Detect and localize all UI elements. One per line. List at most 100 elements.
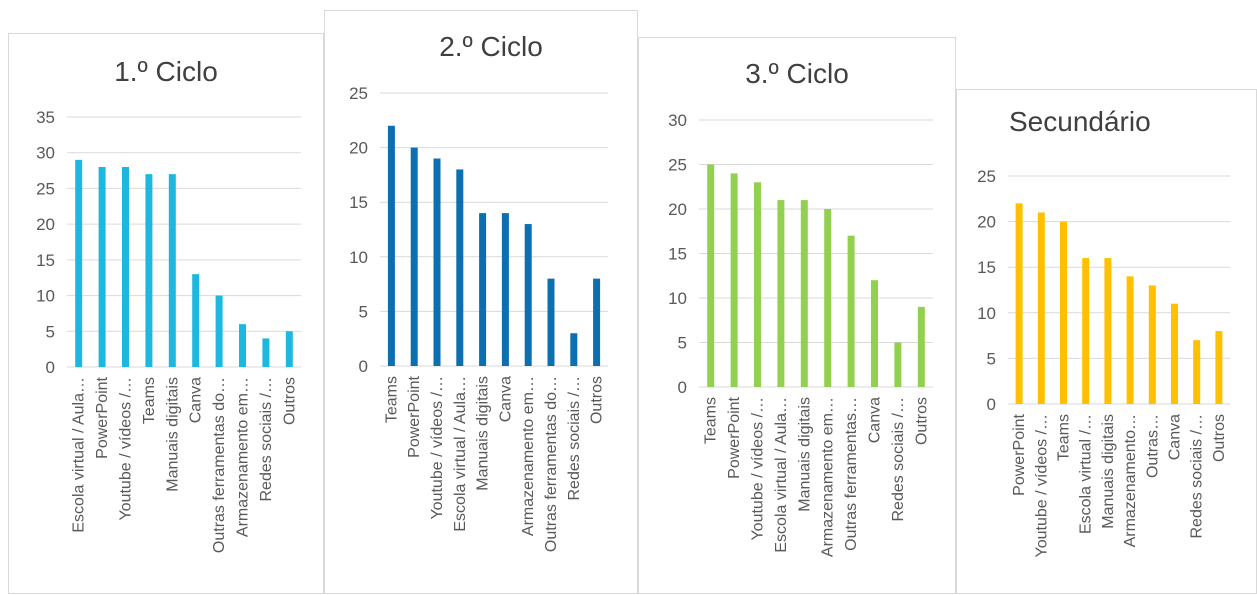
- bar: [1015, 203, 1023, 404]
- category-label: Redes sociais /…: [890, 397, 907, 522]
- category-label: Escola virtual / Aula…: [452, 376, 469, 532]
- y-tick-label: 5: [678, 334, 687, 353]
- chart-panel-3-ciclo: 3.º Ciclo 0 5 10 15 20 25 30 Teams PowerPoint You…: [638, 37, 956, 594]
- y-tick-label: 30: [668, 111, 687, 130]
- category-label: Outros: [281, 377, 298, 425]
- bar: [917, 306, 925, 387]
- y-tick-label: 35: [36, 108, 55, 127]
- category-label: Teams: [141, 377, 158, 424]
- y-tick-label: 20: [36, 215, 55, 234]
- bar: [570, 333, 578, 366]
- category-label: Manuais digitais: [475, 376, 492, 491]
- y-tick-label: 20: [668, 200, 687, 219]
- category-label: Youtube / vídeos /…: [118, 377, 135, 521]
- bar: [547, 278, 555, 366]
- bar: [1126, 276, 1134, 404]
- y-tick-label: 10: [36, 287, 55, 306]
- chart-title: 2.º Ciclo: [439, 31, 543, 62]
- y-tick-label: 25: [36, 179, 55, 198]
- y-tick-label: 15: [668, 245, 687, 264]
- chart-panel-secundario: Secundário 0 5 10 15 20 25 PowerPoint Youtube /…: [956, 89, 1257, 594]
- category-label: Redes sociais /…: [258, 377, 275, 502]
- category-label: Teams: [703, 397, 720, 444]
- bar: [847, 235, 855, 387]
- category-label: Escola virtual /…: [1078, 414, 1095, 534]
- category-label: Canva: [497, 376, 514, 422]
- bar: [1193, 340, 1201, 404]
- category-label: Canva: [867, 397, 884, 443]
- bar: [754, 182, 761, 387]
- category-label: Teams: [1056, 414, 1073, 461]
- category-label: Outros: [589, 376, 606, 424]
- bar: [98, 167, 106, 367]
- bar: [215, 295, 223, 367]
- y-tick-label: 0: [46, 358, 55, 377]
- chart-panel-2-ciclo: 2.º Ciclo 0 5 10 15 20 25 Teams PowerPoint Youtu…: [324, 10, 638, 594]
- bar: [168, 174, 176, 367]
- bar: [894, 342, 902, 387]
- y-tick-label: 20: [349, 139, 368, 158]
- y-tick-label: 10: [349, 248, 368, 267]
- chart-title: 1.º Ciclo: [114, 56, 218, 87]
- bar-chart: 0 5 10 15 20 25 30 35 Escola virtual / Aula… Powe…: [36, 108, 301, 553]
- chart-title: Secundário: [1009, 106, 1151, 137]
- category-label: Outros: [1211, 414, 1228, 462]
- category-label: Manuais digitais: [796, 397, 813, 512]
- y-tick-label: 10: [977, 304, 996, 323]
- chart-panel-1-ciclo: 1.º Ciclo 0 5 10 15 20 25 30 35 Escola virtual /…: [8, 33, 324, 594]
- category-label: Canva: [1167, 414, 1184, 460]
- category-label: PowerPoint: [1011, 413, 1028, 495]
- category-label: Manuais digitais: [164, 377, 181, 492]
- bar: [262, 338, 270, 367]
- category-label: Teams: [383, 376, 400, 423]
- bar: [1082, 258, 1090, 404]
- y-tick-label: 5: [359, 302, 368, 321]
- y-tick-label: 15: [36, 251, 55, 270]
- y-tick-label: 25: [349, 84, 368, 103]
- category-label: PowerPoint: [726, 396, 743, 478]
- bar: [145, 174, 153, 367]
- y-tick-label: 0: [987, 395, 996, 414]
- bar: [800, 200, 808, 387]
- bar: [1215, 331, 1223, 404]
- y-tick-label: 15: [349, 193, 368, 212]
- y-tick-label: 25: [977, 167, 996, 186]
- category-label: Canva: [188, 377, 205, 423]
- bar-chart: 0 5 10 15 20 25 30 Teams PowerPoint Youtube / víd…: [668, 111, 933, 557]
- bar: [871, 280, 878, 387]
- category-label: Outros: [913, 397, 930, 445]
- category-label: Armazenamento…: [1122, 414, 1139, 547]
- category-label: Youtube / vídeos /…: [750, 397, 767, 541]
- bar: [239, 324, 246, 367]
- category-label: Outras ferramentas do…: [543, 376, 560, 552]
- y-tick-label: 5: [987, 349, 996, 368]
- category-label: Armazenamento em…: [520, 376, 537, 536]
- bar: [479, 213, 487, 366]
- bar: [777, 200, 785, 387]
- bar: [1171, 303, 1178, 404]
- category-label: Escola virtual / Aula…: [773, 397, 790, 553]
- bar: [433, 158, 441, 366]
- category-label: Armazenamento em…: [235, 377, 252, 537]
- category-label: Redes sociais /…: [1189, 414, 1206, 539]
- y-tick-label: 0: [678, 378, 687, 397]
- y-tick-label: 15: [977, 258, 996, 277]
- bar-chart: 0 5 10 15 20 25 Teams PowerPoint Youtube / vídeo…: [349, 84, 608, 552]
- bar: [1148, 285, 1156, 404]
- y-tick-label: 20: [977, 213, 996, 232]
- category-label: PowerPoint: [406, 375, 423, 457]
- category-label: Youtube / vídeos /…: [1033, 414, 1050, 558]
- category-label: Outras ferramentas do…: [211, 377, 228, 553]
- bar: [410, 147, 418, 366]
- bar: [707, 164, 715, 387]
- category-label: PowerPoint: [94, 376, 111, 458]
- bar: [387, 125, 395, 366]
- bar: [1104, 258, 1112, 404]
- bar: [1060, 221, 1067, 404]
- bar: [524, 224, 532, 366]
- category-label: Outras…: [1144, 414, 1161, 478]
- bar: [285, 331, 293, 367]
- bar: [192, 274, 200, 367]
- category-label: Escola virtual / Aula…: [71, 377, 88, 533]
- category-label: Armazenamento em…: [820, 397, 837, 557]
